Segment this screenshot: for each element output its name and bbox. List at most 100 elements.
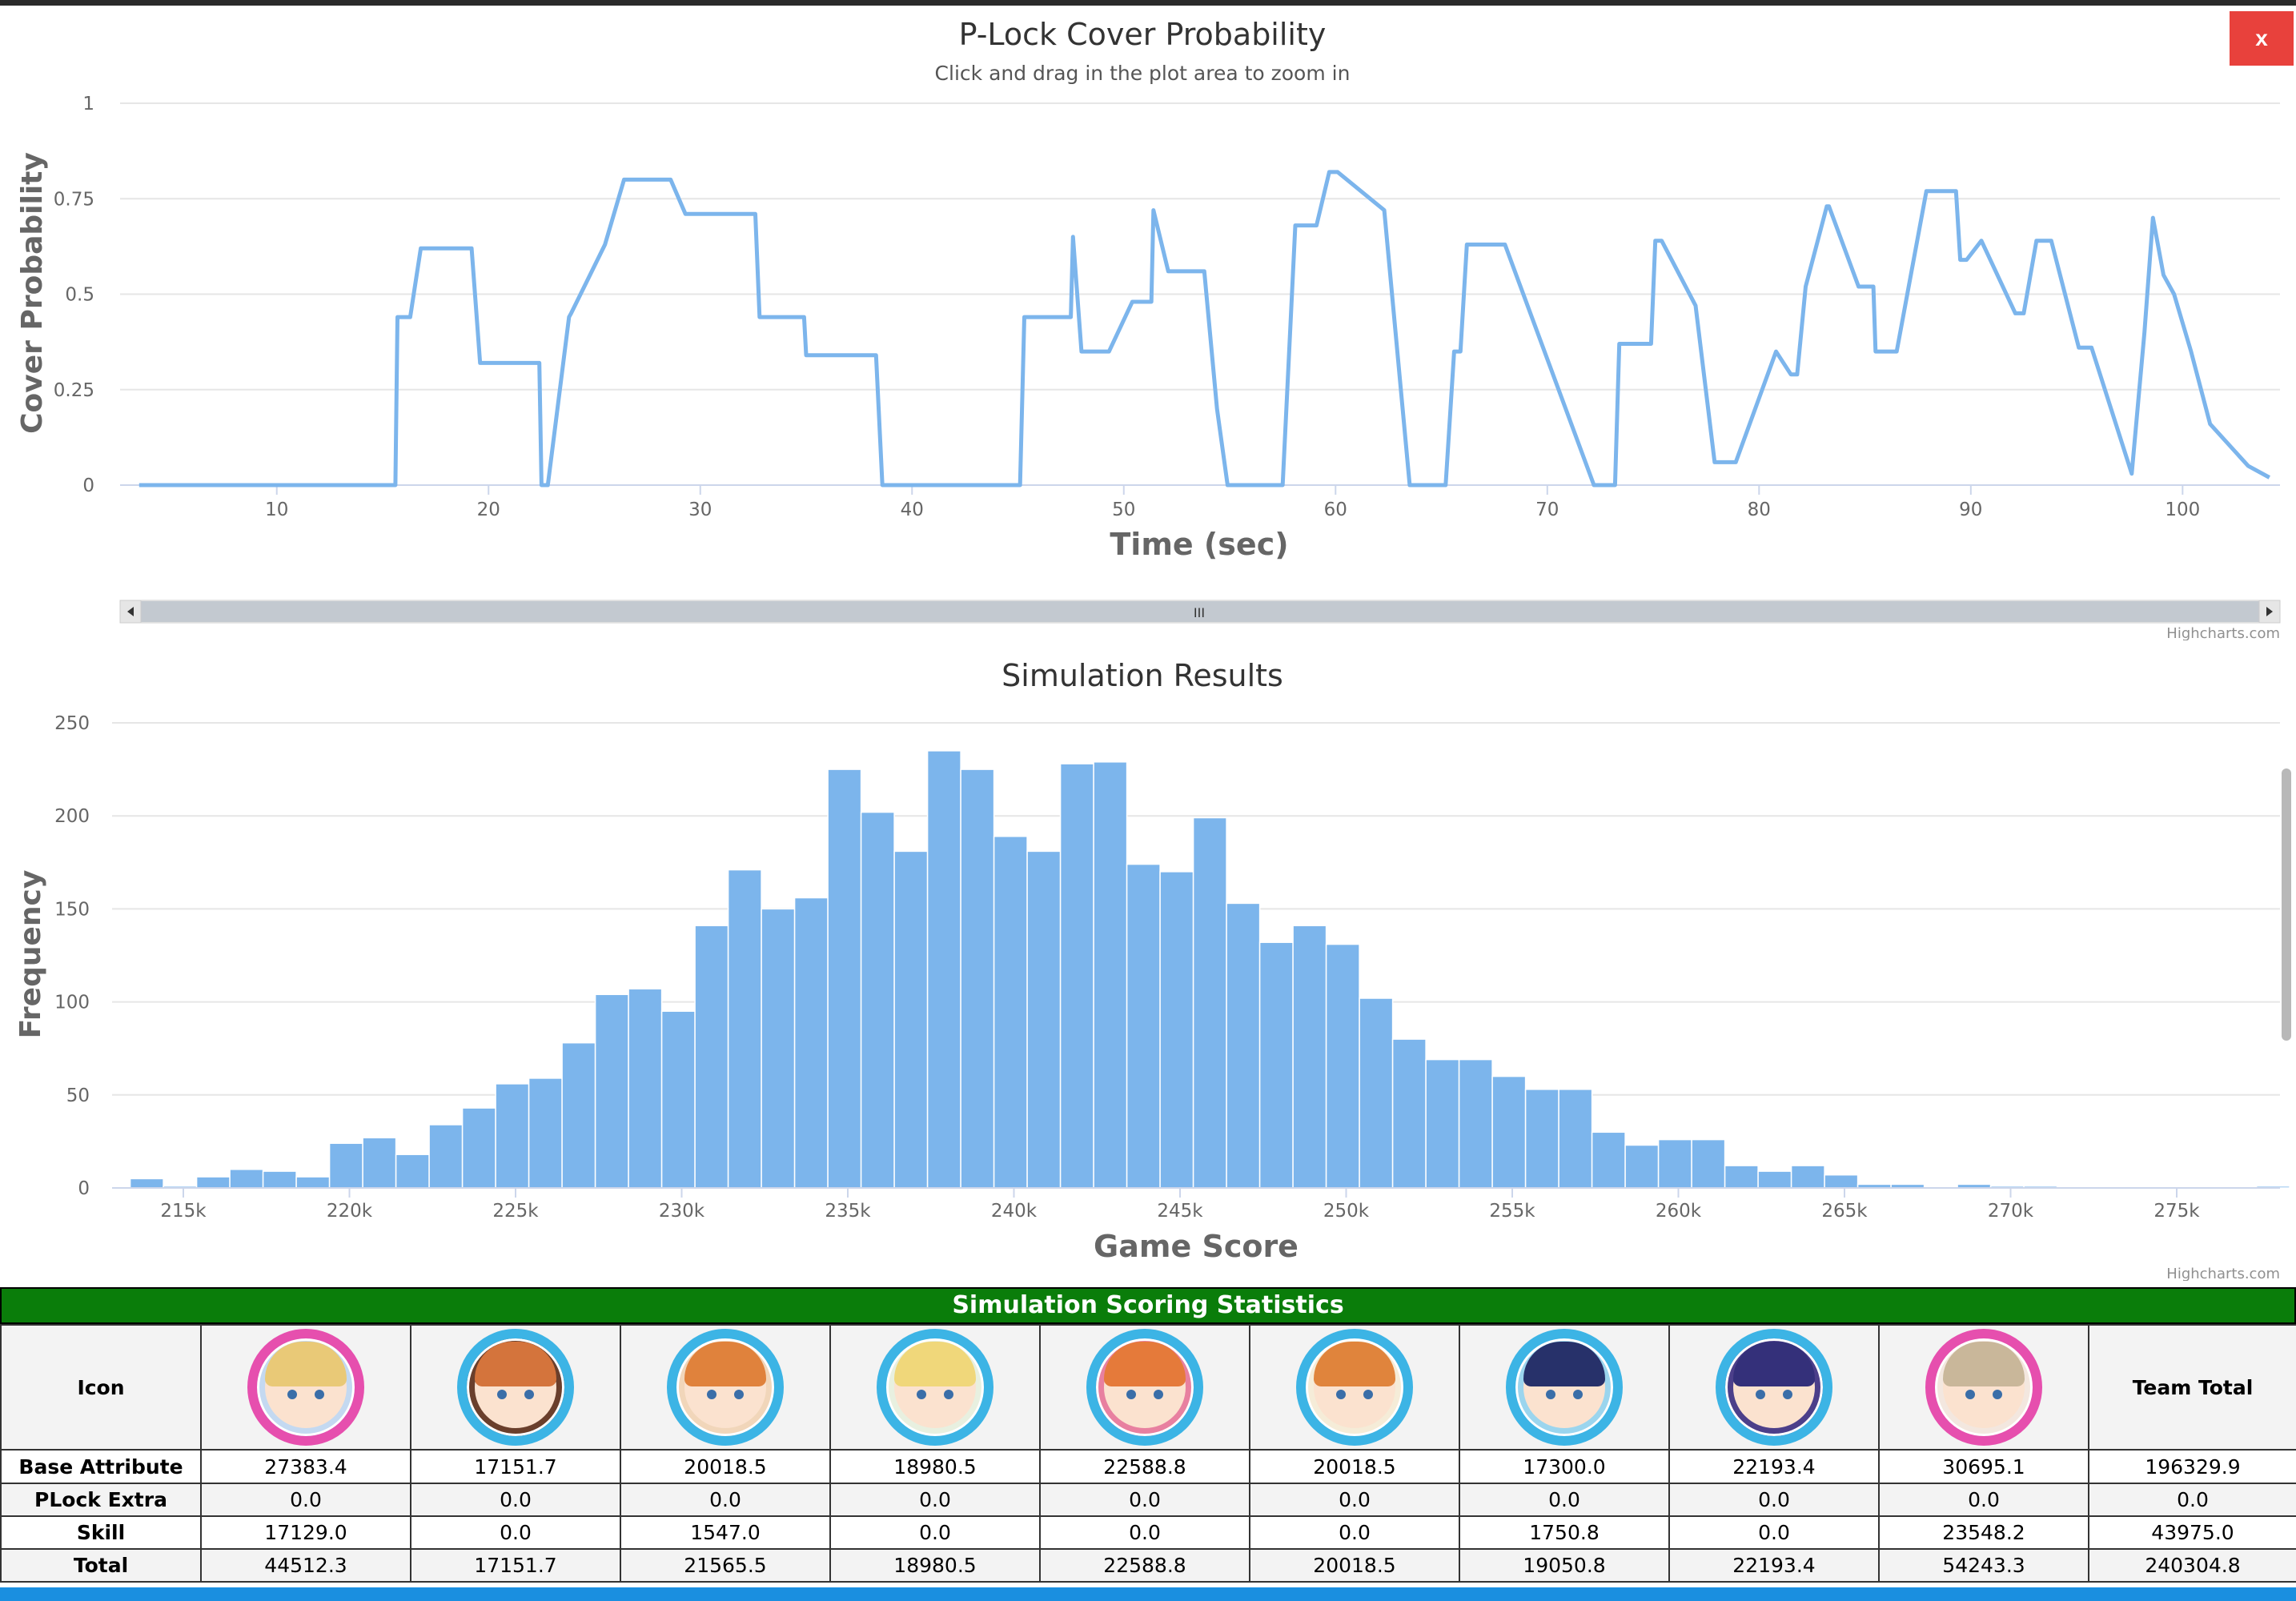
histogram-bar[interactable] — [660, 1010, 696, 1189]
histogram-bar[interactable] — [1093, 761, 1128, 1189]
histogram-bar[interactable] — [461, 1107, 496, 1189]
member-avatar[interactable] — [1296, 1329, 1413, 1446]
histogram-bar[interactable] — [1126, 863, 1161, 1189]
member-avatar[interactable] — [457, 1329, 574, 1446]
member-avatar[interactable] — [1086, 1329, 1203, 1446]
histogram-bar[interactable] — [1591, 1131, 1626, 1189]
member-avatar[interactable] — [247, 1329, 364, 1446]
stat-cell: 0.0 — [829, 1515, 1041, 1550]
x-tick-label: 30 — [688, 500, 712, 520]
histogram-bar[interactable] — [495, 1083, 530, 1189]
histogram-bar[interactable] — [1059, 763, 1094, 1189]
navigator-scrollbar[interactable]: III — [119, 600, 2281, 624]
histogram-bar[interactable] — [362, 1137, 397, 1189]
histogram-bar[interactable] — [960, 768, 995, 1189]
histogram-bar[interactable] — [628, 988, 663, 1189]
histogram-bar[interactable] — [428, 1124, 464, 1189]
histogram-bar[interactable] — [893, 850, 929, 1189]
histogram-bar[interactable] — [993, 836, 1028, 1189]
histogram-bar[interactable] — [926, 750, 961, 1189]
histogram-bar[interactable] — [793, 897, 829, 1189]
member-avatar[interactable] — [877, 1329, 993, 1446]
histogram-bar[interactable] — [1491, 1075, 1527, 1189]
histogram-bar[interactable] — [1724, 1165, 1759, 1189]
cover-probability-chart[interactable]: P-Lock Cover Probability Click and drag … — [0, 0, 2296, 640]
x-axis-title: Time (sec) — [1110, 527, 1288, 562]
chart-title: Simulation Results — [1001, 658, 1283, 693]
stat-cell: 17151.7 — [410, 1548, 621, 1583]
histogram-bar[interactable] — [594, 993, 629, 1189]
bottom-bar — [0, 1587, 2296, 1601]
histogram-bar[interactable] — [395, 1154, 430, 1189]
team-total-cell: 240304.8 — [2088, 1548, 2296, 1583]
x-tick-label: 265k — [1821, 1201, 1868, 1222]
histogram-bar[interactable] — [561, 1041, 596, 1189]
stat-cell: 30695.1 — [1878, 1449, 2089, 1484]
histogram-bar[interactable] — [827, 768, 862, 1189]
histogram-bar[interactable] — [1425, 1058, 1460, 1189]
stat-cell: 0.0 — [1249, 1515, 1460, 1550]
histogram-bar[interactable] — [1026, 850, 1062, 1189]
row-label: Total — [0, 1548, 202, 1583]
member-icon-cell — [1668, 1324, 1880, 1451]
histogram-bar[interactable] — [1691, 1138, 1726, 1189]
histogram-bar[interactable] — [694, 925, 729, 1189]
member-avatar[interactable] — [1925, 1329, 2042, 1446]
histogram-bar[interactable] — [1391, 1038, 1427, 1189]
scrollbar-thumb[interactable] — [141, 601, 2259, 622]
y-axis-title: Frequency — [14, 870, 47, 1039]
y-tick-label: 0 — [82, 475, 94, 496]
histogram-bar[interactable] — [1524, 1089, 1559, 1189]
histogram-bar[interactable] — [1258, 941, 1294, 1189]
histogram-bar[interactable] — [528, 1077, 563, 1189]
histogram-bar[interactable] — [1325, 943, 1360, 1189]
chart-credit[interactable]: Highcharts.com — [2166, 1266, 2280, 1281]
member-avatar[interactable] — [1506, 1329, 1623, 1446]
page-scrollbar[interactable] — [2282, 768, 2291, 1041]
histogram-bar[interactable] — [1824, 1174, 1859, 1189]
histogram-bar[interactable] — [1458, 1058, 1493, 1189]
histogram-bar[interactable] — [262, 1170, 297, 1189]
x-tick-label: 50 — [1112, 500, 1135, 520]
simulation-results-chart[interactable]: Simulation Results 0 50 100 150 200 250 215k 2… — [0, 640, 2296, 1281]
member-avatar[interactable] — [1716, 1329, 1832, 1446]
histogram-bar[interactable] — [1192, 817, 1227, 1189]
row-label: Base Attribute — [0, 1449, 202, 1484]
avatar-hair — [265, 1342, 347, 1386]
histogram-bar[interactable] — [1657, 1138, 1692, 1189]
histogram-bar[interactable] — [1159, 871, 1194, 1189]
member-icon-cell — [1459, 1324, 1670, 1451]
stat-cell: 0.0 — [1878, 1483, 2089, 1517]
histogram-bar[interactable] — [761, 908, 796, 1189]
histogram-bar[interactable] — [229, 1169, 264, 1189]
stats-row: Total 44512.3 17151.7 21565.5 18980.5 22588.8… — [0, 1548, 2296, 1583]
histogram-bar[interactable] — [295, 1176, 331, 1189]
member-icon-cell — [1039, 1324, 1250, 1451]
histogram-bar[interactable] — [129, 1178, 164, 1189]
histogram-bar[interactable] — [1359, 997, 1394, 1189]
stat-cell: 0.0 — [410, 1515, 621, 1550]
stat-cell: 19050.8 — [1459, 1548, 1670, 1583]
histogram-bar[interactable] — [195, 1176, 231, 1189]
x-tick-label: 60 — [1324, 500, 1347, 520]
member-avatar[interactable] — [667, 1329, 784, 1446]
histogram-bar[interactable] — [1790, 1165, 1825, 1189]
histogram-bar[interactable] — [1226, 902, 1261, 1189]
histogram-bar[interactable] — [328, 1142, 363, 1189]
team-total-header: Team Total — [2088, 1324, 2296, 1451]
chart-credit[interactable]: Highcharts.com — [2166, 625, 2280, 640]
histogram-bar[interactable] — [1292, 925, 1327, 1189]
top-border — [0, 0, 2296, 6]
histogram-bar[interactable] — [1757, 1170, 1792, 1189]
stats-row: PLock Extra 0.0 0.0 0.0 0.0 0.0 0.0 0.0 0.0 0.0 0.… — [0, 1483, 2296, 1517]
histogram-bar[interactable] — [1558, 1089, 1593, 1189]
stat-cell: 20018.5 — [1249, 1548, 1460, 1583]
histogram-bar[interactable] — [860, 811, 895, 1189]
histogram-bar[interactable] — [727, 869, 762, 1189]
histogram-bar[interactable] — [1624, 1144, 1660, 1189]
x-tick-label: 260k — [1656, 1201, 1702, 1222]
avatar-eyes — [497, 1390, 534, 1399]
x-tick-label: 230k — [659, 1201, 705, 1222]
y-tick-label: 100 — [54, 993, 90, 1013]
close-button[interactable]: x — [2230, 11, 2294, 66]
